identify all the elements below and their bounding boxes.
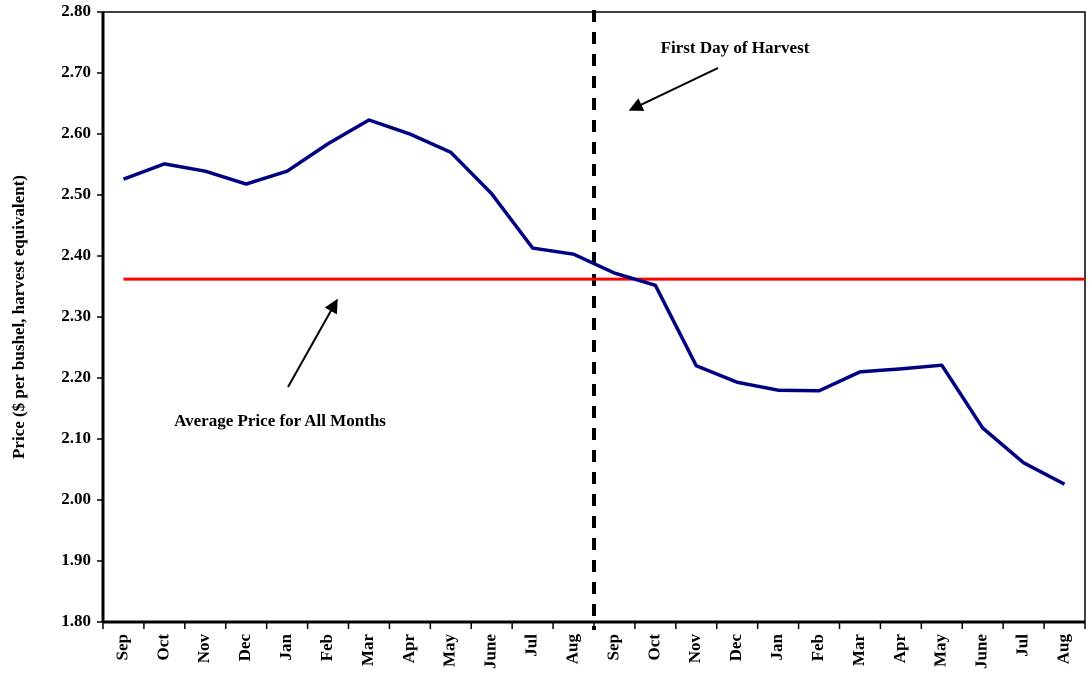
x-tick-label: Apr [890,634,909,664]
x-tick-label: Oct [153,634,172,661]
x-tick-label: Apr [399,634,418,664]
x-tick-label: June [481,634,500,669]
x-tick-label: Dec [726,634,745,662]
x-tick-label: Oct [644,634,663,661]
y-tick-label: 2.70 [61,62,91,81]
y-tick-label: 2.10 [61,428,91,447]
x-tick-label: June [972,634,991,669]
y-tick-label: 2.60 [61,123,91,142]
annotation-arrow [628,67,719,111]
x-tick-label: Sep [112,634,131,660]
x-tick-label: May [440,634,459,668]
y-tick-label: 1.90 [61,550,91,569]
y-tick-label: 1.80 [61,611,91,630]
annotation: First Day of Harvest [661,38,810,57]
y-tick-label: 2.20 [61,367,91,386]
y-tick-label: 2.00 [61,489,91,508]
x-tick-label: Jul [1013,634,1032,657]
x-tick-label: Feb [317,634,336,661]
x-tick-label: Jan [767,633,786,660]
y-axis-label: Price ($ per bushel, harvest equivalent) [9,175,28,459]
annotation: Average Price for All Months [174,411,386,430]
y-tick-label: 2.80 [61,1,91,20]
y-tick-label: 2.50 [61,184,91,203]
x-tick-label: Aug [1053,634,1072,665]
y-tick-label: 2.30 [61,306,91,325]
x-tick-label: Sep [603,634,622,660]
x-tick-label: Jul [522,634,541,657]
annotation-arrow [287,298,338,388]
x-tick-label: Mar [849,634,868,667]
x-tick-label: Jan [276,633,295,660]
price-line [122,118,1066,486]
x-tick-label: Feb [808,634,827,661]
y-tick-label: 2.40 [61,245,91,264]
x-tick-label: Dec [235,634,254,662]
x-tick-label: Aug [562,634,581,665]
x-tick-label: Nov [194,634,213,664]
x-tick-label: May [931,634,950,668]
x-tick-label: Mar [358,634,377,667]
x-tick-label: Nov [685,634,704,664]
